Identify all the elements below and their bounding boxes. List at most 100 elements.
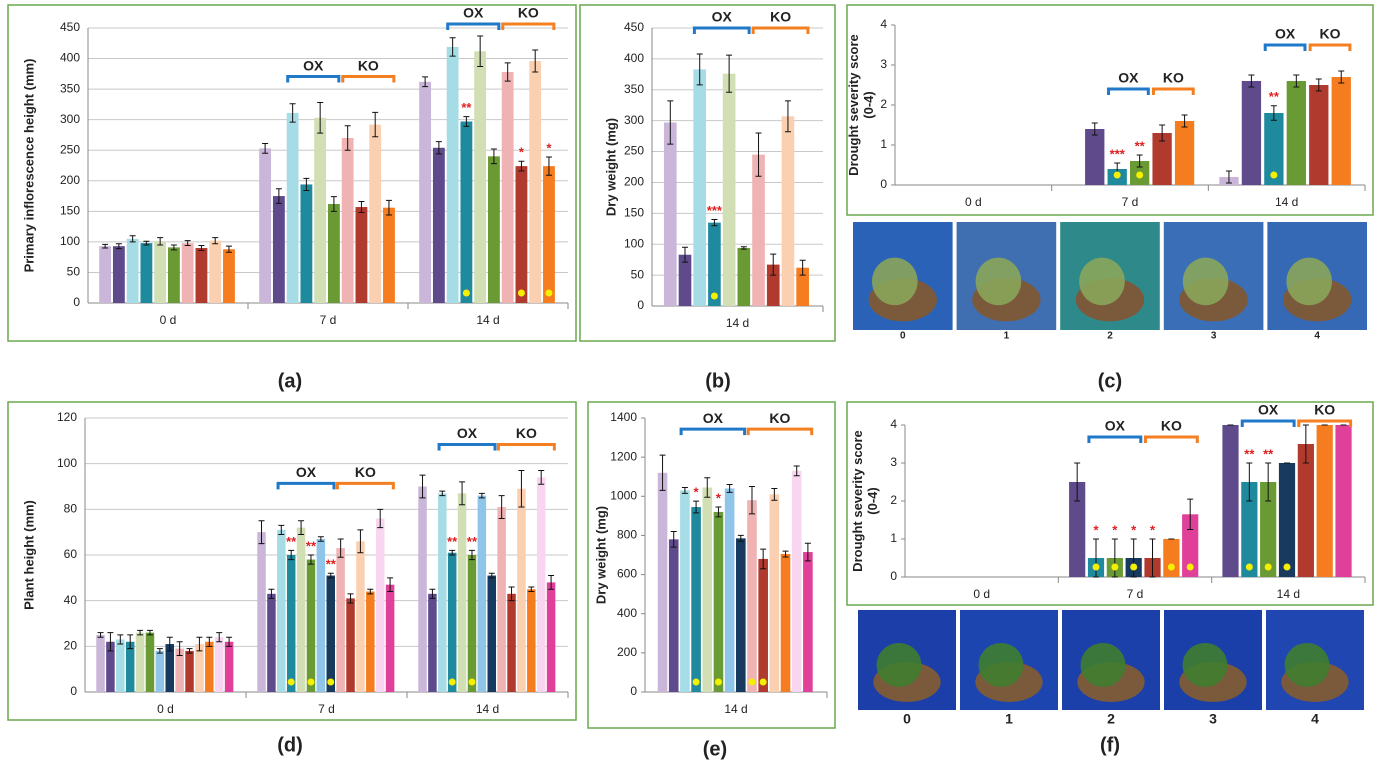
yellow-dot — [693, 679, 700, 686]
group-bracket — [278, 483, 334, 489]
y-tick-label: 50 — [67, 265, 81, 279]
photo-label: 1 — [1005, 711, 1013, 727]
significance-mark: * — [546, 140, 552, 155]
significance-mark: ** — [306, 538, 317, 553]
bar — [419, 82, 431, 303]
bar — [328, 204, 340, 303]
yellow-dot — [1168, 564, 1175, 571]
yellow-dot — [748, 679, 755, 686]
group-bracket — [1109, 89, 1149, 95]
y-tick-label: 200 — [60, 173, 80, 187]
significance-mark: *** — [707, 203, 723, 218]
bar — [714, 512, 724, 692]
group-label: OX — [1258, 402, 1279, 418]
bar — [223, 249, 235, 303]
bar — [658, 473, 668, 692]
photo-label: 4 — [1314, 331, 1320, 342]
bar — [758, 559, 768, 692]
significance-mark: * — [716, 490, 722, 505]
group-label: KO — [770, 9, 791, 25]
x-tick-label: 14 d — [476, 313, 499, 327]
yellow-dot — [1265, 564, 1272, 571]
bar — [747, 500, 757, 692]
group-label: OX — [303, 57, 324, 73]
bar — [1298, 444, 1314, 577]
y-axis-label: (0-4) — [861, 91, 876, 118]
group-label: KO — [1161, 418, 1182, 434]
photo-plant — [1079, 258, 1125, 306]
y-tick-label: 200 — [617, 645, 637, 659]
group-label: OX — [703, 410, 724, 426]
bar — [287, 113, 299, 303]
y-tick-label: 40 — [64, 593, 78, 607]
photo-label: 0 — [903, 711, 911, 727]
yellow-dot — [1284, 564, 1291, 571]
yellow-dot — [1187, 564, 1194, 571]
yellow-dot — [463, 290, 470, 297]
bar — [126, 642, 135, 692]
bar — [336, 548, 345, 692]
bar — [185, 651, 194, 692]
bar — [1279, 463, 1295, 577]
y-tick-label: 400 — [617, 606, 637, 620]
bar — [1085, 129, 1104, 185]
bar — [314, 118, 326, 303]
bar — [702, 487, 712, 692]
photo-plant — [877, 643, 922, 687]
group-label: OX — [1275, 26, 1296, 42]
bar — [433, 148, 445, 303]
x-tick-label: 14 d — [726, 316, 749, 330]
group-label: KO — [1314, 402, 1335, 418]
bar — [307, 560, 316, 692]
bar — [99, 246, 111, 303]
significance-mark: ** — [467, 534, 478, 549]
panel-letter: (b) — [705, 370, 731, 392]
y-axis-label: Dry weight (mg) — [603, 118, 618, 216]
significance-mark: ** — [1135, 138, 1146, 153]
bar — [1163, 539, 1179, 577]
significance-mark: * — [519, 145, 525, 160]
bar — [693, 69, 706, 306]
significance-mark: ** — [1269, 89, 1280, 104]
y-tick-label: 3 — [890, 455, 897, 469]
bar — [327, 576, 336, 692]
yellow-dot — [307, 679, 314, 686]
group-label: OX — [1105, 418, 1126, 434]
group-label: KO — [355, 464, 376, 480]
bar — [267, 594, 276, 692]
yellow-dot — [760, 679, 767, 686]
bar — [317, 539, 326, 692]
yellow-dot — [1111, 564, 1118, 571]
bar — [474, 51, 486, 303]
group-bracket — [1310, 45, 1350, 51]
y-axis-label: Dry weight (mg) — [593, 506, 608, 604]
y-tick-label: 100 — [60, 234, 80, 248]
y-tick-label: 60 — [64, 547, 78, 561]
group-bracket — [748, 429, 812, 435]
group-bracket — [694, 28, 749, 34]
y-tick-label: 120 — [57, 410, 77, 424]
bar — [273, 196, 285, 303]
bar — [782, 116, 795, 306]
yellow-dot — [1130, 564, 1137, 571]
yellow-dot — [1093, 564, 1100, 571]
photo-label: 4 — [1311, 711, 1319, 727]
bar — [516, 166, 528, 303]
y-tick-label: 0 — [73, 295, 80, 309]
y-tick-label: 350 — [624, 82, 644, 96]
y-tick-label: 100 — [57, 456, 77, 470]
group-label: KO — [769, 410, 790, 426]
bar — [460, 122, 472, 304]
significance-mark: ** — [326, 557, 337, 572]
bar — [369, 125, 381, 303]
group-bracket — [337, 483, 393, 489]
bar — [691, 507, 701, 692]
photo-plant — [976, 258, 1022, 306]
x-tick-label: 7 d — [318, 702, 335, 716]
y-tick-label: 2 — [880, 97, 887, 111]
y-tick-label: 400 — [624, 51, 644, 65]
y-tick-label: 100 — [624, 236, 644, 250]
significance-mark: * — [1150, 522, 1156, 537]
photo-label: 2 — [1107, 331, 1113, 342]
yellow-dot — [327, 679, 334, 686]
